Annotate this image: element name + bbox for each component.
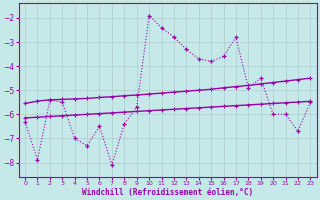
X-axis label: Windchill (Refroidissement éolien,°C): Windchill (Refroidissement éolien,°C): [82, 188, 253, 197]
